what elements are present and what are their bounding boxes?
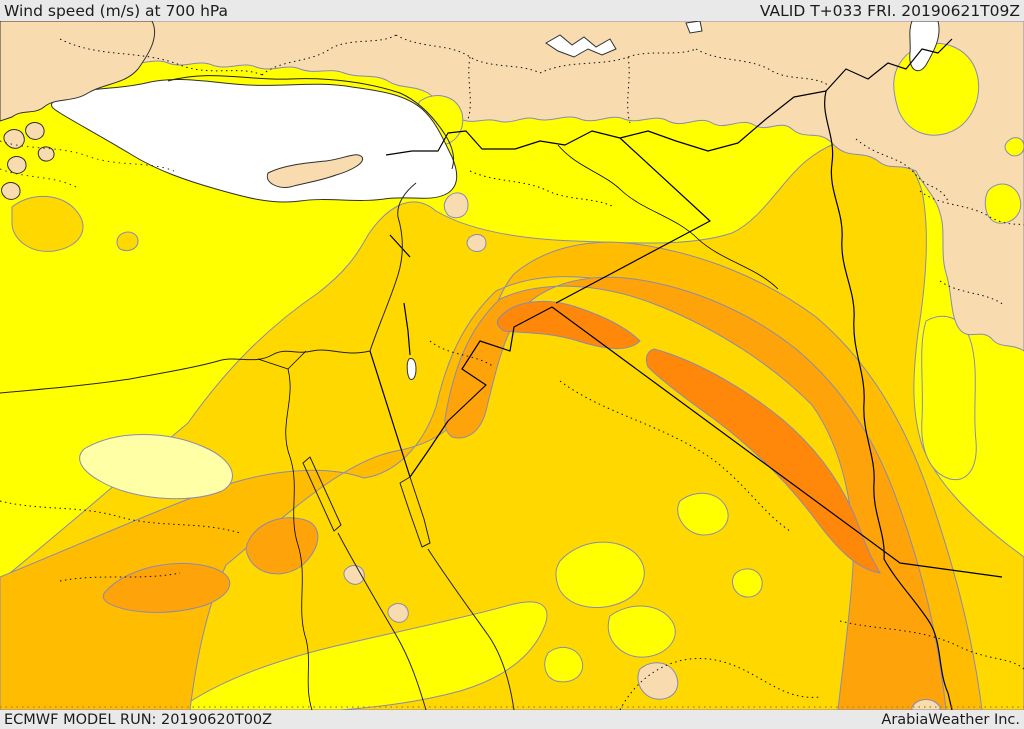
river-nile [285, 368, 313, 710]
coast-gulf-aqaba [399, 476, 431, 548]
contour-region-orange-egypt-2 [245, 517, 319, 575]
coast-levant [369, 182, 417, 352]
admin-iran-3 [855, 138, 949, 202]
tan-lull-saudi-1 [637, 662, 679, 700]
contour-region-gold-sea-dot [116, 231, 139, 252]
admin-turkey-2 [261, 34, 397, 76]
map-title: Wind speed (m/s) at 700 hPa [4, 1, 229, 20]
yellow-patch-east-1 [984, 183, 1022, 224]
brand-label: ArabiaWeather Inc. [881, 711, 1020, 728]
lake-dead-sea [406, 358, 417, 380]
weather-map [0, 21, 1024, 710]
coast-red-sea-arabian [427, 548, 515, 710]
yellow-lull-east-band [921, 316, 977, 481]
border-iraq-saudi [551, 306, 1003, 578]
admin-egypt-1 [0, 500, 241, 534]
yellow-patch-east-2 [1004, 137, 1024, 157]
admin-turkey-1 [59, 38, 263, 76]
contour-region-tan-lulls [343, 192, 941, 710]
contour-region-deep-core-main [645, 348, 881, 574]
island-cyprus [266, 154, 364, 188]
border-iran-iraq [824, 90, 953, 710]
aegean-island-5 [1, 182, 21, 200]
coastlines [0, 75, 779, 710]
admin-turkey-7 [627, 56, 631, 124]
yellow-lull-saudi-4 [732, 568, 763, 598]
contour-region-orange-egypt-1 [102, 562, 231, 613]
admin-saudi-2 [619, 657, 821, 710]
yellow-lull-bottom-strip [177, 601, 548, 710]
tan-lull-saudi-3 [387, 603, 409, 623]
footer-bar: ECMWF MODEL RUN: 20190620T00Z ArabiaWeat… [0, 710, 1024, 729]
river-nile-delta-east [287, 350, 307, 370]
region-aegean [0, 21, 156, 200]
contour-region-tan-turkey [0, 21, 1024, 352]
header-bar: Wind speed (m/s) at 700 hPa VALID T+033 … [0, 0, 1024, 21]
admin-sea-1 [0, 140, 175, 172]
sea-mediterranean [51, 79, 458, 203]
tan-lull-syria-1 [443, 192, 469, 219]
contour-region-deep-core-west [496, 300, 641, 350]
aegean-island-4 [37, 146, 55, 162]
admin-boundaries [0, 34, 1024, 710]
border-israel-egypt [369, 350, 411, 478]
border-jordan-river [403, 302, 411, 356]
contour-region-pale-streak [79, 434, 233, 500]
admin-turkey-6 [467, 56, 471, 120]
lake-ataturk [545, 34, 617, 58]
aegean-mainland [0, 21, 156, 122]
model-run-label: ECMWF MODEL RUN: 20190620T00Z [4, 711, 273, 728]
river-euphrates [557, 144, 779, 290]
yellow-lull-saudi-3 [677, 492, 729, 536]
contour-region-gold-sea-patch [11, 195, 84, 252]
yellow-lull-saudi-1 [555, 541, 645, 608]
admin-jordan-1 [429, 340, 495, 368]
contour-region-yellow-lulls [177, 316, 977, 710]
valid-time-label: VALID T+033 FRI. 20190621T09Z [759, 1, 1020, 20]
aegean-island-3 [7, 156, 27, 174]
coast-egypt-north [0, 349, 371, 394]
aegean-island-1 [3, 129, 25, 149]
border-lebanon [389, 234, 411, 258]
river-nile-delta-west [257, 358, 289, 370]
lake-small-north [685, 21, 703, 34]
aegean-island-2 [25, 122, 45, 140]
coast-gulf-suez [302, 456, 342, 532]
admin-syria-1 [469, 170, 615, 208]
lake-urmia [909, 21, 940, 72]
border-turkey-northeast [825, 38, 953, 92]
border-jordan-saudi [409, 306, 553, 478]
lakes [406, 21, 940, 380]
tan-lull-syria-2 [466, 234, 487, 252]
admin-egypt-2 [59, 572, 181, 582]
admin-sea-2 [0, 168, 77, 188]
border-syria-iraq-jordan [555, 137, 711, 304]
yellow-lull-saudi-5 [544, 646, 584, 683]
yellow-lull-saudi-2 [607, 605, 676, 658]
yellow-patch-urmia [893, 43, 980, 136]
admin-iran-1 [919, 190, 1024, 226]
coast-red-sea-african [337, 532, 427, 710]
coast-turkey-south [167, 75, 455, 170]
